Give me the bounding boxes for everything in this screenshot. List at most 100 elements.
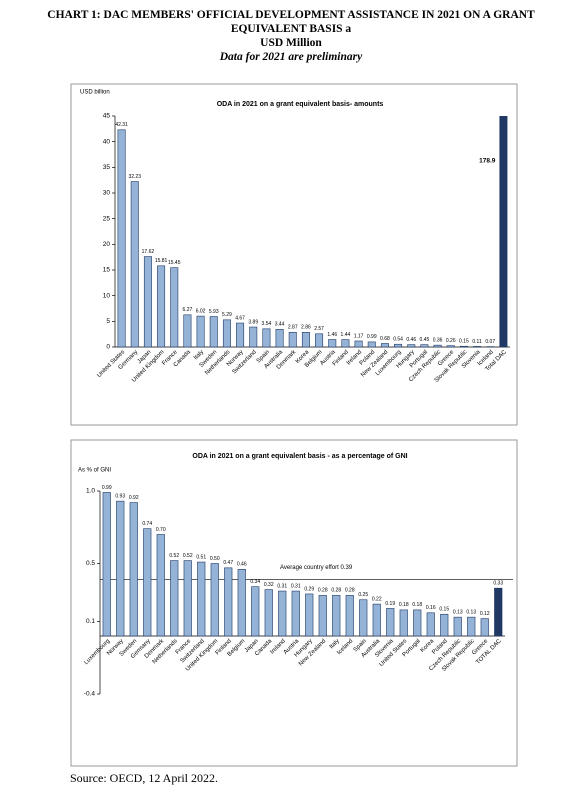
- value-label: 6.02: [196, 308, 206, 314]
- value-label: 32.23: [128, 174, 141, 180]
- y-axis-label: As % of GNI: [78, 468, 111, 474]
- bar: [251, 586, 260, 637]
- bar: [367, 341, 376, 348]
- y-tick-label: 0.5: [86, 560, 95, 567]
- value-label: 42.31: [115, 122, 128, 128]
- value-label: 0.54: [393, 337, 403, 343]
- value-label: 0.46: [237, 562, 247, 568]
- bar: [209, 316, 218, 348]
- value-label: 5.29: [222, 312, 232, 318]
- value-label: 0.07: [485, 339, 495, 345]
- bar: [196, 315, 205, 348]
- value-label: 0.68: [380, 336, 390, 342]
- bar: [143, 256, 152, 348]
- bar: [341, 339, 350, 348]
- y-axis-label: USD billion: [80, 90, 110, 96]
- y-tick-label: 0: [106, 344, 110, 351]
- y-tick-label: 25: [103, 215, 111, 222]
- value-label: 0.46: [406, 337, 416, 343]
- page-note: Data for 2021 are preliminary: [219, 51, 363, 63]
- value-label: 178.9: [479, 158, 496, 165]
- bars: [102, 492, 503, 637]
- value-label: 0.18: [399, 602, 409, 608]
- bar: [354, 340, 363, 348]
- bar: [170, 267, 179, 348]
- y-tick-label: 20: [103, 241, 111, 248]
- bar: [210, 563, 219, 637]
- chart-title: ODA in 2021 on a grant equivalent basis …: [192, 453, 407, 460]
- page-subtitle: USD Million: [260, 37, 322, 49]
- bar: [426, 612, 435, 637]
- bar: [102, 492, 111, 637]
- bar: [262, 328, 271, 348]
- bar: [237, 568, 246, 637]
- bar: [480, 618, 489, 637]
- bar: [386, 608, 395, 637]
- bar: [236, 322, 245, 348]
- y-tick-label: 30: [103, 190, 111, 197]
- bar: [433, 344, 442, 348]
- bar: [380, 343, 389, 348]
- value-label: 1.17: [354, 333, 364, 339]
- value-label: 6.27: [183, 307, 193, 313]
- value-label: 0.28: [331, 588, 341, 594]
- value-label: 0.29: [304, 586, 314, 592]
- value-label: 5.93: [209, 309, 219, 315]
- bar: [275, 329, 284, 348]
- y-tick-label: 35: [103, 164, 111, 171]
- value-label: 0.33: [493, 580, 503, 586]
- value-label: 2.87: [288, 325, 298, 331]
- chart-frame: [70, 439, 518, 767]
- value-label: 0.51: [196, 554, 206, 560]
- y-tick-label: -0.4: [84, 691, 96, 698]
- value-label: 3.89: [248, 319, 258, 325]
- bar: [278, 590, 287, 637]
- value-label: 0.28: [345, 588, 355, 594]
- bar: [372, 603, 381, 637]
- value-label: 0.47: [223, 560, 233, 566]
- value-label: 15.81: [155, 258, 168, 264]
- bar: [224, 567, 233, 637]
- value-label: 0.15: [459, 339, 469, 345]
- bar: [453, 616, 462, 637]
- y-tick-label: 40: [103, 138, 111, 145]
- bar: [264, 589, 273, 637]
- value-label: 0.92: [129, 495, 139, 501]
- bar: [446, 345, 455, 348]
- y-tick-label: 5: [106, 318, 110, 325]
- bar: [288, 331, 297, 348]
- bar: [394, 343, 403, 348]
- bar: [440, 613, 449, 637]
- value-label: 0.19: [385, 601, 395, 607]
- bar: [499, 116, 508, 348]
- value-label: 0.99: [367, 334, 377, 340]
- value-label: 0.31: [277, 583, 287, 589]
- value-label: 0.32: [264, 582, 274, 588]
- bar: [407, 344, 416, 348]
- value-label: 4.67: [235, 315, 245, 321]
- bar: [420, 344, 429, 348]
- bar: [249, 326, 258, 348]
- value-label: 0.16: [426, 605, 436, 611]
- value-label: 3.44: [275, 322, 285, 328]
- value-label: 0.15: [439, 607, 449, 613]
- bar: [315, 333, 324, 348]
- bar: [345, 595, 354, 637]
- bar: [413, 609, 422, 637]
- value-label: 0.13: [453, 609, 463, 615]
- bar: [301, 332, 310, 348]
- value-label: 17.62: [142, 249, 155, 255]
- value-label: 0.12: [480, 611, 490, 617]
- value-label: 0.36: [433, 337, 443, 343]
- value-label: 0.26: [446, 338, 456, 344]
- bar: [318, 595, 327, 637]
- bar: [130, 181, 139, 348]
- bar: [222, 319, 231, 348]
- y-tick-label: 0.1: [86, 618, 95, 625]
- annotation: Average country effort 0.39: [280, 565, 353, 571]
- value-label: 0.45: [420, 337, 430, 343]
- bar: [170, 560, 179, 637]
- bar: [359, 599, 368, 637]
